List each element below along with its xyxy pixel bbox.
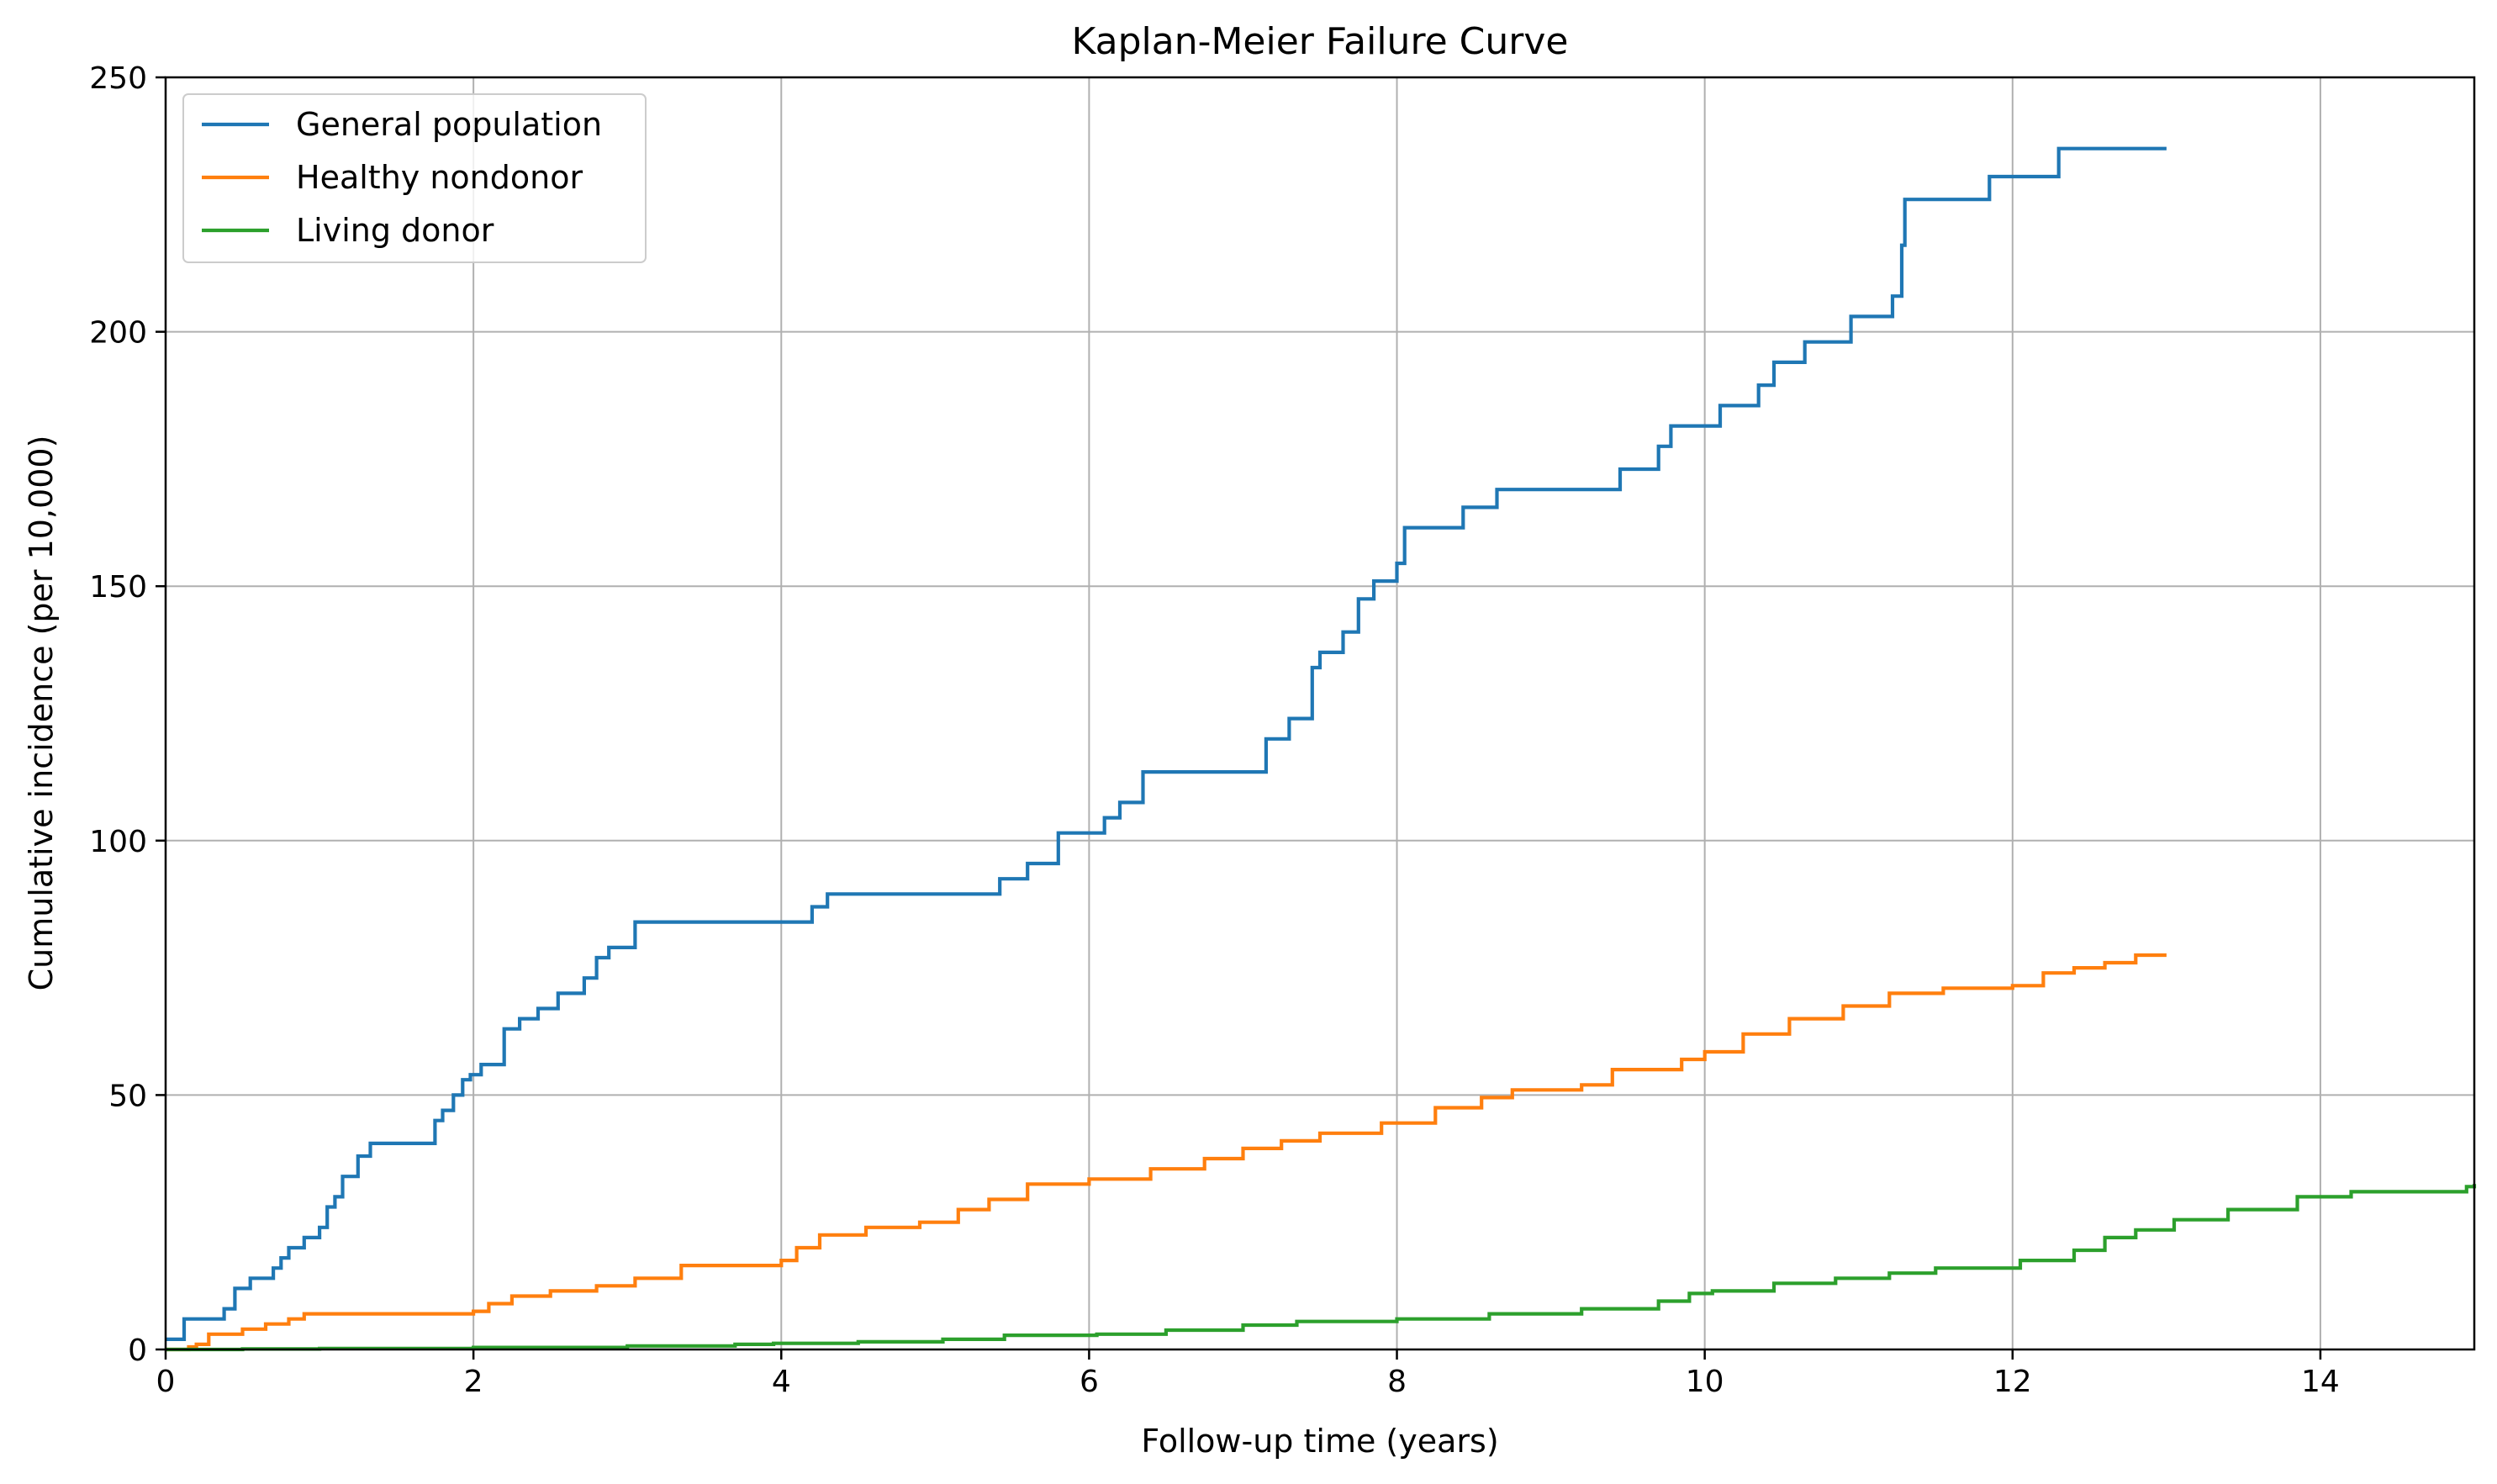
plot-background: [166, 77, 2474, 1349]
legend-frame: [182, 93, 647, 263]
y-tick-label: 100: [89, 825, 147, 859]
y-tick-label: 0: [128, 1333, 147, 1368]
x-axis-label: Follow-up time (years): [1141, 1423, 1498, 1460]
series-line-healthy-nondonor: [166, 953, 2167, 1352]
y-axis-ticks: 0 50 100 150 200 250: [89, 61, 166, 1368]
series-line-general-population: [166, 146, 2167, 1341]
series-line-living-donor: [166, 1184, 2477, 1352]
x-tick-label: 0: [156, 1365, 176, 1399]
x-tick-label: 2: [464, 1365, 483, 1399]
x-tick-label: 6: [1080, 1365, 1099, 1399]
x-axis-ticks: 0 2 4 6 8 10 12 14: [156, 1349, 2340, 1399]
series-lines: [166, 146, 2477, 1352]
y-tick-label: 250: [89, 61, 147, 96]
legend-items: General population Healthy nondonor Living…: [202, 106, 602, 249]
x-tick-label: 14: [2301, 1365, 2340, 1399]
x-tick-label: 10: [1686, 1365, 1724, 1399]
y-tick-label: 200: [89, 316, 147, 351]
plot-frame: [164, 76, 2476, 1351]
y-tick-label: 50: [108, 1079, 147, 1113]
x-tick-label: 12: [1993, 1365, 2032, 1399]
chart-title: Kaplan-Meier Failure Curve: [1072, 20, 1569, 63]
legend-label-general-population: General population: [296, 106, 602, 143]
x-tick-label: 4: [772, 1365, 791, 1399]
legend-label-healthy-nondonor: Healthy nondonor: [296, 159, 583, 196]
y-axis-label: Cumulative incidence (per 10,000): [23, 436, 60, 991]
x-tick-label: 8: [1387, 1365, 1407, 1399]
legend-label-living-donor: Living donor: [296, 212, 494, 249]
y-tick-label: 150: [89, 570, 147, 605]
legend: General population Healthy nondonor Living…: [182, 93, 647, 263]
